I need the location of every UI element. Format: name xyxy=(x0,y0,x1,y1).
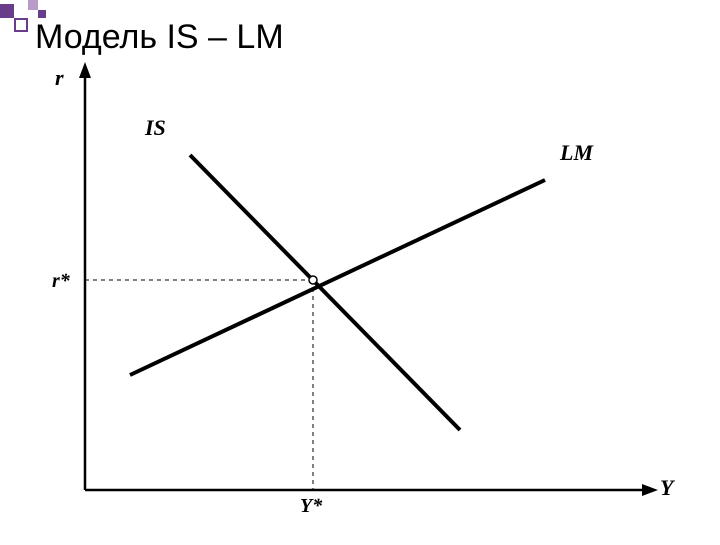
islm-chart xyxy=(0,0,720,540)
chart-svg xyxy=(0,0,720,540)
equilibrium-point xyxy=(309,276,317,284)
x-axis-arrow xyxy=(642,484,658,496)
x-axis-label: Y xyxy=(660,475,673,501)
is-curve xyxy=(190,155,460,430)
lm-label: LM xyxy=(560,140,593,166)
y-star-label: Y* xyxy=(300,495,322,518)
r-star-label: r* xyxy=(52,270,70,293)
lm-curve xyxy=(130,180,545,375)
y-axis-arrow xyxy=(79,62,91,78)
y-axis-label: r xyxy=(55,65,64,91)
is-label: IS xyxy=(145,115,166,141)
